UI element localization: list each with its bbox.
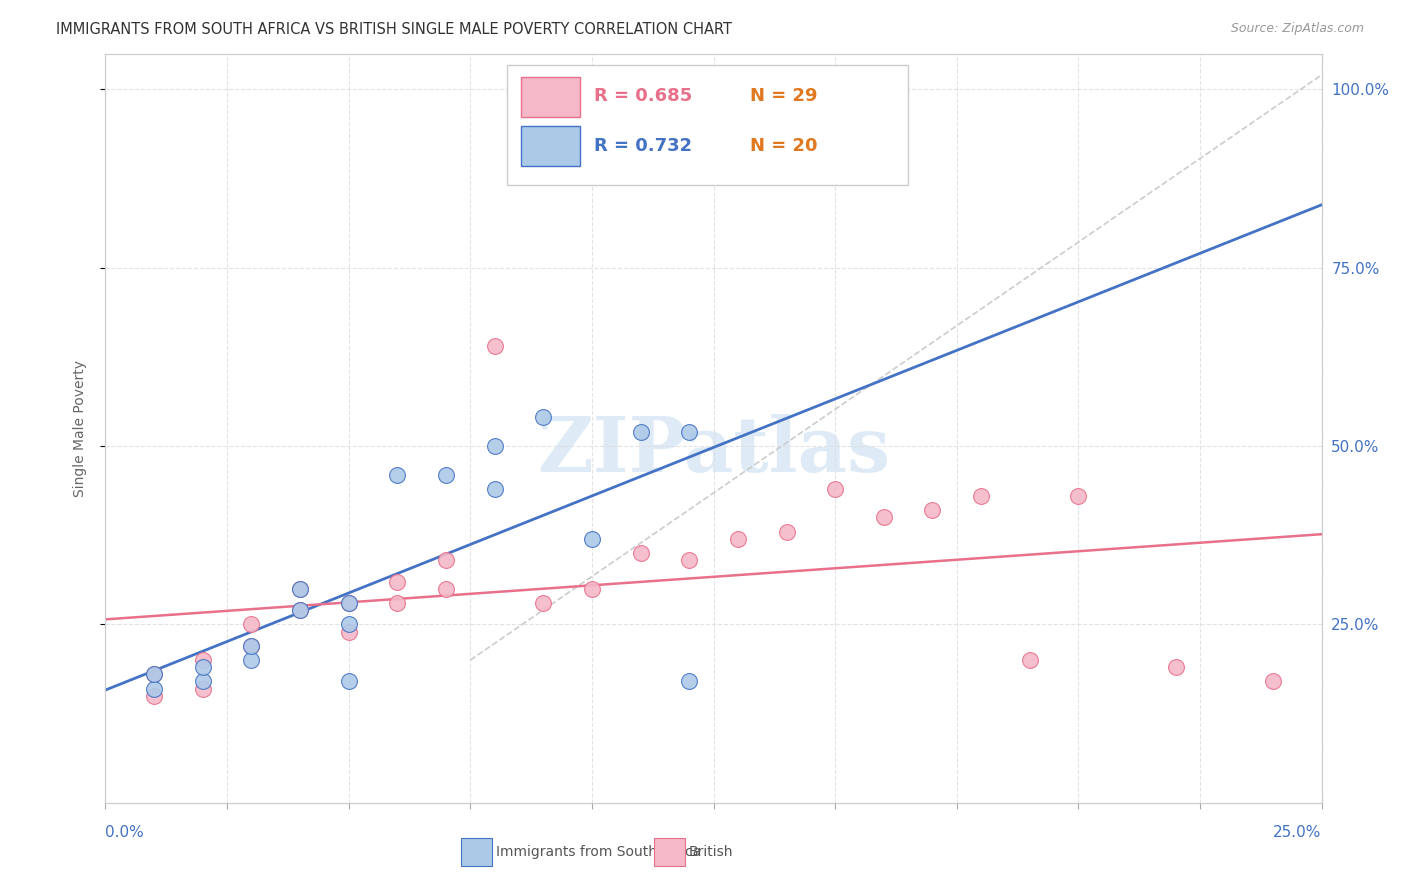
Point: [630, 546, 652, 560]
Point: [240, 653, 263, 667]
Point: [581, 582, 603, 596]
Point: [775, 524, 797, 539]
Point: [484, 439, 506, 453]
Point: [143, 689, 166, 703]
Point: [1018, 653, 1040, 667]
Point: [873, 510, 896, 524]
Point: [337, 596, 360, 610]
Point: [191, 674, 214, 689]
Point: [1164, 660, 1187, 674]
Point: [678, 425, 700, 439]
Point: [387, 574, 409, 589]
Text: ZIPatlas: ZIPatlas: [537, 414, 890, 488]
FancyBboxPatch shape: [522, 126, 579, 166]
Text: British: British: [689, 845, 734, 859]
Text: R = 0.732: R = 0.732: [595, 136, 693, 154]
Point: [337, 617, 360, 632]
FancyBboxPatch shape: [506, 65, 908, 185]
Point: [434, 553, 457, 567]
Point: [970, 489, 993, 503]
FancyBboxPatch shape: [522, 78, 579, 117]
Text: 25.0%: 25.0%: [1274, 825, 1322, 840]
Text: 0.0%: 0.0%: [105, 825, 145, 840]
Point: [143, 681, 166, 696]
Text: R = 0.685: R = 0.685: [595, 87, 693, 105]
Point: [191, 681, 214, 696]
Point: [484, 339, 506, 353]
Point: [434, 467, 457, 482]
Point: [531, 596, 554, 610]
Y-axis label: Single Male Poverty: Single Male Poverty: [73, 359, 87, 497]
Point: [191, 653, 214, 667]
Point: [678, 674, 700, 689]
Point: [1067, 489, 1090, 503]
Point: [288, 582, 311, 596]
Point: [434, 582, 457, 596]
Point: [531, 410, 554, 425]
Point: [387, 596, 409, 610]
Point: [240, 639, 263, 653]
Text: N = 29: N = 29: [749, 87, 817, 105]
Point: [337, 674, 360, 689]
Point: [581, 532, 603, 546]
Point: [387, 467, 409, 482]
Point: [824, 482, 846, 496]
Point: [191, 660, 214, 674]
Text: N = 20: N = 20: [749, 136, 817, 154]
Point: [484, 482, 506, 496]
Point: [678, 553, 700, 567]
Text: Source: ZipAtlas.com: Source: ZipAtlas.com: [1230, 22, 1364, 36]
Point: [143, 667, 166, 681]
Point: [337, 624, 360, 639]
Point: [143, 667, 166, 681]
Point: [921, 503, 943, 517]
Point: [288, 603, 311, 617]
Point: [630, 425, 652, 439]
Point: [288, 582, 311, 596]
Point: [240, 617, 263, 632]
Point: [1261, 674, 1284, 689]
Text: IMMIGRANTS FROM SOUTH AFRICA VS BRITISH SINGLE MALE POVERTY CORRELATION CHART: IMMIGRANTS FROM SOUTH AFRICA VS BRITISH …: [56, 22, 733, 37]
Point: [727, 532, 749, 546]
Point: [240, 639, 263, 653]
Text: Immigrants from South Africa: Immigrants from South Africa: [496, 845, 702, 859]
Point: [288, 603, 311, 617]
Point: [337, 596, 360, 610]
